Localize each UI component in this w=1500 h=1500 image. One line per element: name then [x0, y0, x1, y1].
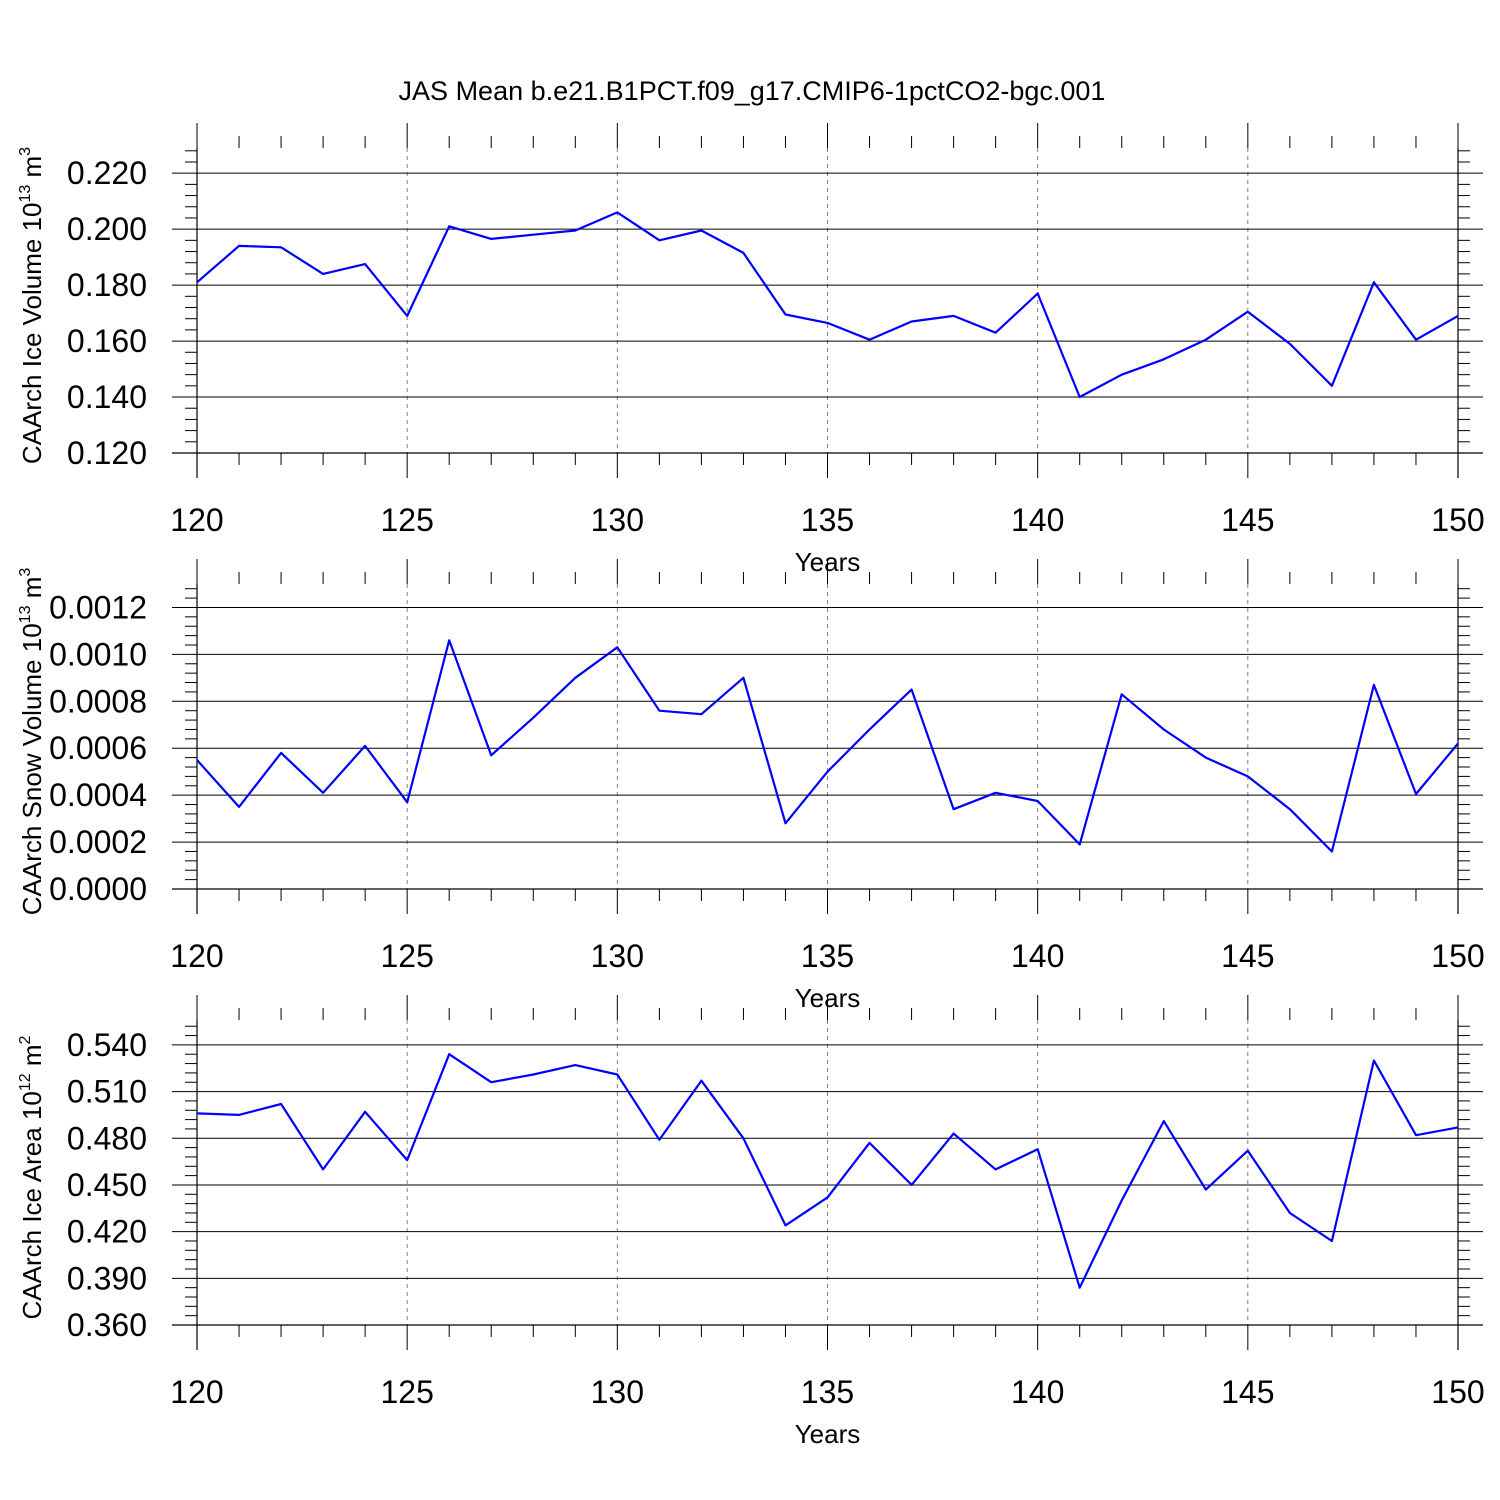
y-tick-label: 0.510	[67, 1074, 147, 1110]
y-tick-label: 0.0012	[49, 589, 147, 625]
x-tick-label: 130	[591, 1374, 644, 1410]
x-tick-label: 145	[1221, 502, 1274, 538]
y-tick-label: 0.450	[67, 1167, 147, 1203]
y-tick-label: 0.220	[67, 155, 147, 191]
x-tick-label: 135	[801, 1374, 854, 1410]
x-tick-label: 150	[1431, 502, 1484, 538]
series-line	[196, 1053, 1459, 1289]
y-tick-label: 0.120	[67, 435, 147, 471]
y-axis-label: CAArch Ice Volume 1013 m3	[17, 147, 47, 464]
series-line	[196, 639, 1459, 853]
series-line	[196, 211, 1459, 399]
y-tick-label: 0.0002	[49, 824, 147, 860]
x-tick-label: 140	[1011, 938, 1064, 974]
x-tick-label: 125	[380, 1374, 433, 1410]
y-tick-label: 0.180	[67, 267, 147, 303]
x-tick-label: 150	[1431, 1374, 1484, 1410]
plot-panel-3: 0.360 0.390 0.420 0.450 0.480 0.510 0.540 120 12…	[17, 995, 1485, 1449]
y-tick-label: 0.0006	[49, 730, 147, 766]
y-axis-label: CAArch Ice Area 1012 m2	[17, 1035, 47, 1319]
y-axis-label: CAArch Snow Volume 1013 m3	[17, 568, 47, 916]
x-tick-label: 125	[380, 502, 433, 538]
x-tick-label: 120	[170, 938, 223, 974]
x-tick-label: 145	[1221, 938, 1274, 974]
chart-title: JAS Mean b.e21.B1PCT.f09_g17.CMIP6-1pctC…	[399, 76, 1106, 106]
x-tick-label: 135	[801, 502, 854, 538]
x-tick-label: 130	[591, 502, 644, 538]
y-tick-label: 0.0008	[49, 683, 147, 719]
y-tick-label: 0.140	[67, 379, 147, 415]
y-tick-label: 0.200	[67, 211, 147, 247]
y-tick-label: 0.420	[67, 1214, 147, 1250]
x-axis-label: Years	[795, 1419, 861, 1449]
y-tick-label: 0.0004	[49, 777, 147, 813]
x-tick-label: 145	[1221, 1374, 1274, 1410]
x-tick-label: 140	[1011, 502, 1064, 538]
y-tick-label: 0.0010	[49, 636, 147, 672]
y-tick-label: 0.360	[67, 1307, 147, 1343]
y-tick-label: 0.480	[67, 1120, 147, 1156]
x-tick-label: 120	[170, 1374, 223, 1410]
y-tick-label: 0.0000	[49, 871, 147, 907]
x-tick-label: 130	[591, 938, 644, 974]
y-tick-label: 0.160	[67, 323, 147, 359]
x-tick-label: 150	[1431, 938, 1484, 974]
y-tick-label: 0.390	[67, 1260, 147, 1296]
y-tick-label: 0.540	[67, 1027, 147, 1063]
x-tick-label: 120	[170, 502, 223, 538]
plot-panel-1: 0.120 0.140 0.160 0.180 0.200 0.220 120 125 130 1…	[17, 123, 1485, 577]
plot-panel-2: 0.0000 0.0002 0.0004 0.0006 0.0008 0.0010 0.00…	[17, 559, 1485, 1013]
x-tick-label: 125	[380, 938, 433, 974]
x-tick-label: 135	[801, 938, 854, 974]
x-tick-label: 140	[1011, 1374, 1064, 1410]
